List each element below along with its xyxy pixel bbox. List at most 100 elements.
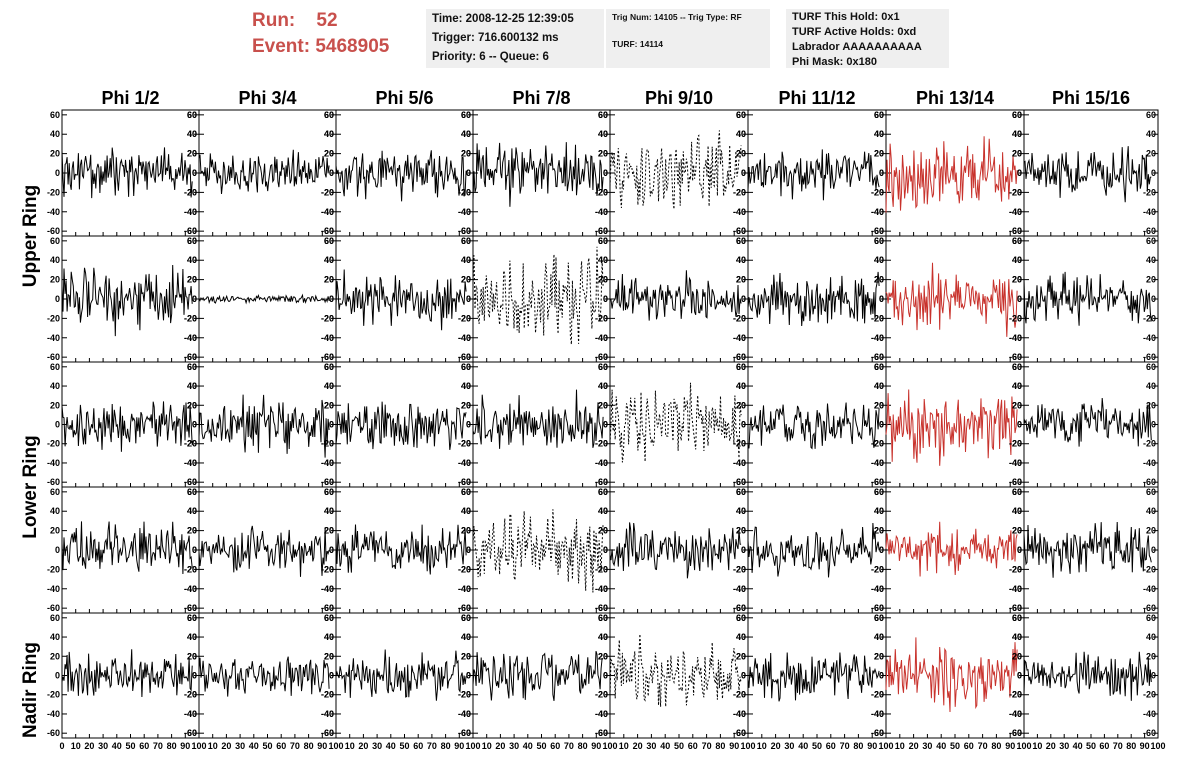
y-tick-label: -60 [595,728,608,738]
waveform-trace [61,521,193,575]
y-tick-label: 40 [736,129,746,139]
y-tick-label: 0 [879,420,884,430]
waveform-panel: -60 -60 -40 -40 -20 -20 0 0 20 20 40 40 60 60 [47,361,200,488]
y-tick-label: -40 [1009,709,1022,719]
waveform-trace [609,382,742,463]
y-tick-label: 20 [874,526,884,536]
y-tick-label: -20 [733,564,746,574]
run-row: Run: 52 [252,8,389,34]
y-tick-label: 60 [461,110,471,120]
y-tick-label: -20 [1009,313,1022,323]
y-tick-label: 20 [187,651,197,661]
y-tick-label: -60 [1009,477,1022,487]
x-tick-label: 90 [867,741,877,751]
y-tick-label: -40 [184,458,197,468]
y-tick-label: 40 [1012,381,1022,391]
y-tick-label: -20 [184,439,197,449]
y-tick-label: 40 [324,381,334,391]
y-tick-label: 60 [598,110,608,120]
y-tick-label: -40 [184,709,197,719]
y-tick-label: -60 [595,226,608,236]
y-tick-label: 40 [1012,255,1022,265]
y-tick-label: -20 [47,690,60,700]
y-tick-label: 60 [1146,613,1156,623]
x-tick-label: 30 [235,741,245,751]
y-tick-label: 20 [324,400,334,410]
y-tick-label: 60 [1012,110,1022,120]
y-tick-label: 60 [187,487,197,497]
y-tick-label: -40 [184,207,197,217]
y-tick-label: -40 [458,333,471,343]
y-tick-label: -60 [321,226,334,236]
y-tick-label: 60 [324,362,334,372]
y-tick-label: -40 [1143,584,1156,594]
y-tick-label: -20 [871,187,884,197]
y-tick-label: 20 [187,526,197,536]
waveform-trace [885,521,1018,577]
y-tick-label: -40 [733,458,746,468]
y-tick-label: 60 [736,110,746,120]
y-tick-label: 0 [192,294,197,304]
y-tick-label: 60 [874,110,884,120]
y-tick-label: -60 [321,728,334,738]
y-tick-label: 20 [598,651,608,661]
y-tick-label: -20 [595,187,608,197]
waveform-panel: -60 -60 -40 -40 -20 -20 0 0 20 20 40 40 60 60 [458,486,611,614]
y-tick-label: -40 [1009,584,1022,594]
y-tick-label: -40 [595,458,608,468]
y-tick-label: -40 [47,458,60,468]
y-tick-label: -20 [733,564,746,574]
y-tick-label: 40 [187,129,197,139]
waveform-trace [885,262,1018,337]
y-tick-label: 20 [1012,400,1022,410]
y-tick-label: 40 [461,381,471,391]
x-tick-label: 80 [1126,741,1136,751]
y-tick-label: 0 [879,545,884,555]
waveform-trace [472,389,604,449]
y-tick-label: 20 [50,149,60,159]
x-tick-label: 100 [1150,741,1165,751]
y-tick-label: -60 [1009,728,1022,738]
y-tick-label: 60 [736,236,746,246]
y-tick-label: -20 [321,564,334,574]
y-tick-label: 0 [55,671,60,681]
waveform-panel: -60 -60 -40 -40 -20 -20 0 0 20 20 40 40 60 60 [321,361,474,488]
y-tick-label: 40 [50,506,60,516]
y-tick-label: 0 [1017,671,1022,681]
y-tick-label: -60 [1143,603,1156,613]
y-tick-label: 60 [187,362,197,372]
waveform-trace [472,142,604,207]
x-tick-label: 10 [1032,741,1042,751]
y-tick-label: 40 [1012,632,1022,642]
waveform-panel: -60 -60 -40 -40 -20 -20 0 0 20 20 40 40 60 60 [733,486,887,614]
y-tick-label: -20 [1009,564,1022,574]
y-tick-label: -20 [1143,187,1156,197]
y-tick-label: -60 [321,352,334,362]
y-tick-label: -40 [458,207,471,217]
y-tick-label: -60 [184,477,197,487]
y-tick-label: 20 [736,526,746,536]
x-tick-label: 80 [991,741,1001,751]
y-tick-label: -60 [458,603,471,613]
y-tick-label: -40 [47,584,60,594]
waveform-panel: -60 -60 -40 -40 -20 -20 0 0 20 20 40 40 60 60 [184,612,337,739]
y-tick-label: -60 [458,477,471,487]
y-tick-label: -20 [458,690,471,700]
x-tick-label: 70 [290,741,300,751]
waveform-panel: -60 -60 -40 -40 -20 -20 0 0 20 20 40 40 60 60 [595,361,749,488]
y-tick-label: -60 [1009,728,1022,738]
time-info-box: Time: 2008-12-25 12:39:05 Trigger: 716.6… [426,9,604,68]
waveform-panel: -60 -60 -40 -40 -20 -20 0 0 20 20 40 40 60 60 [184,109,337,237]
y-tick-label: -60 [458,477,471,487]
x-tick-label: 10 [482,741,492,751]
y-tick-label: 0 [466,168,471,178]
y-tick-label: -60 [458,226,471,236]
y-tick-label: -60 [595,477,608,487]
y-tick-label: -20 [1009,187,1022,197]
y-tick-label: 40 [187,632,197,642]
y-tick-label: -20 [595,690,608,700]
y-tick-label: -40 [458,584,471,594]
y-tick-label: 20 [324,651,334,661]
x-tick-label: 80 [441,741,451,751]
x-tick-label: 60 [688,741,698,751]
